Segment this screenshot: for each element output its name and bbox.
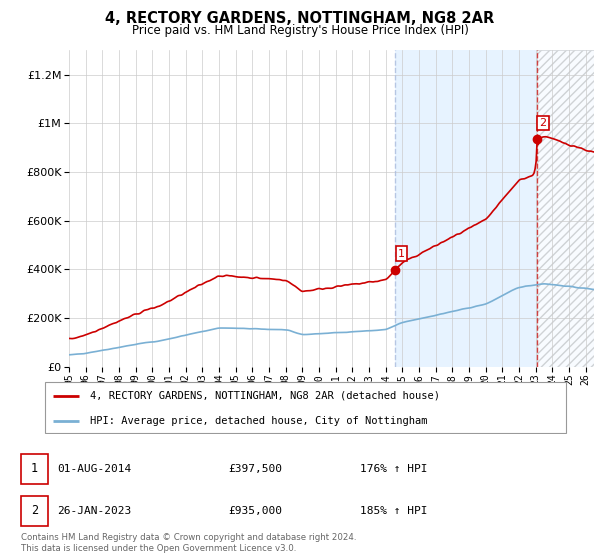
Text: 4, RECTORY GARDENS, NOTTINGHAM, NG8 2AR (detached house): 4, RECTORY GARDENS, NOTTINGHAM, NG8 2AR … bbox=[89, 391, 440, 401]
Text: 1: 1 bbox=[398, 249, 405, 259]
Text: 4, RECTORY GARDENS, NOTTINGHAM, NG8 2AR: 4, RECTORY GARDENS, NOTTINGHAM, NG8 2AR bbox=[106, 11, 494, 26]
Bar bbox=[537, 50, 594, 367]
Text: Contains HM Land Registry data © Crown copyright and database right 2024.
This d: Contains HM Land Registry data © Crown c… bbox=[21, 533, 356, 553]
Text: 176% ↑ HPI: 176% ↑ HPI bbox=[360, 464, 427, 474]
Text: £935,000: £935,000 bbox=[228, 506, 282, 516]
Text: HPI: Average price, detached house, City of Nottingham: HPI: Average price, detached house, City… bbox=[89, 416, 427, 426]
FancyBboxPatch shape bbox=[44, 382, 566, 433]
Bar bbox=[537, 50, 594, 367]
Text: 26-JAN-2023: 26-JAN-2023 bbox=[57, 506, 131, 516]
Text: 185% ↑ HPI: 185% ↑ HPI bbox=[360, 506, 427, 516]
Bar bbox=[395, 50, 537, 367]
Text: £397,500: £397,500 bbox=[228, 464, 282, 474]
Text: 2: 2 bbox=[539, 118, 547, 128]
Text: Price paid vs. HM Land Registry's House Price Index (HPI): Price paid vs. HM Land Registry's House … bbox=[131, 24, 469, 37]
Text: 01-AUG-2014: 01-AUG-2014 bbox=[57, 464, 131, 474]
Text: 1: 1 bbox=[31, 463, 38, 475]
Text: 2: 2 bbox=[31, 505, 38, 517]
